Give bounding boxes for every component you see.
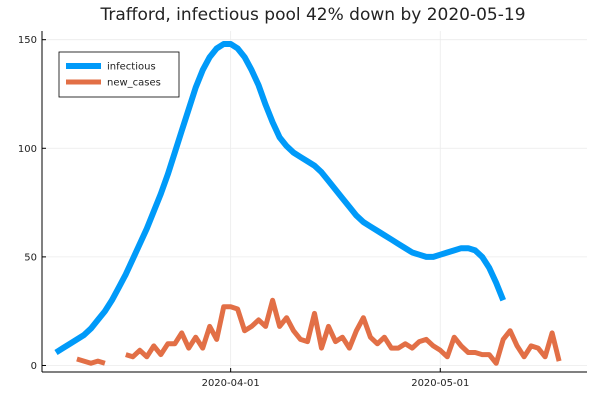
legend-box: [58, 51, 180, 98]
y-tick-label: 0: [31, 361, 37, 372]
legend-label-infectious: infectious: [107, 62, 156, 73]
legend: infectious new_cases: [58, 51, 180, 98]
x-tick-label: 2020-04-01: [202, 378, 260, 389]
axes: 0 50 100 150 2020-04-01 2020-05-01: [18, 31, 587, 389]
series-line-new-cases: [76, 297, 562, 366]
chart-title: Trafford, infectious pool 42% down by 20…: [99, 5, 525, 25]
y-tick-label: 150: [18, 35, 37, 46]
series-line-infectious: [54, 41, 506, 356]
legend-label-new-cases: new_cases: [107, 78, 161, 89]
series-layer: [54, 41, 562, 366]
y-tick-label: 100: [18, 144, 37, 155]
y-tick-label: 50: [24, 252, 37, 263]
x-tick-label: 2020-05-01: [411, 378, 469, 389]
